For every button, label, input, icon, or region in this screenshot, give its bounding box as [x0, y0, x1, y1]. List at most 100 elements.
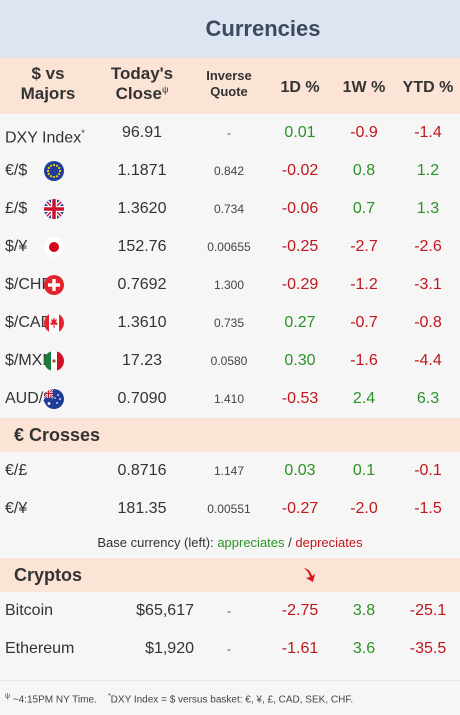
row-name: £/$ — [5, 200, 28, 217]
row-ytd: 6.3 — [416, 390, 440, 407]
row-1d: 0.01 — [284, 124, 316, 141]
row-inverse: 0.0580 — [210, 354, 248, 368]
row-1w: -0.7 — [350, 314, 378, 331]
header-majors: $ vs Majors — [20, 64, 76, 104]
red-down-arrow-icon — [304, 568, 315, 582]
row-inverse: 0.842 — [213, 164, 245, 178]
row-1w: 0.1 — [352, 462, 376, 479]
crosses-table: €/£ 0.8716 1.147 0.03 0.1 -0.1 €/¥ 181.35 0.0055… — [0, 452, 460, 528]
row-name: $/MXN — [5, 352, 54, 369]
table-row: £/$ 1.3620 0.734 -0.06 0.7 1.3 — [0, 190, 460, 228]
table-row: $/CAD 1.3610 0.735 0.27 -0.7 -0.8 — [0, 304, 460, 342]
majors-table: DXY Index* 96.91 - 0.01 -0.9 -1.4 €/$ 1.1871 0.8… — [0, 114, 460, 418]
table-row: Ethereum $1,920 - -1.61 3.6 -35.5 — [0, 630, 460, 668]
mexico-flag-icon — [44, 351, 64, 371]
row-ytd: -35.5 — [409, 640, 447, 657]
row-inverse: 0.734 — [213, 202, 245, 216]
row-1d: 0.03 — [284, 462, 316, 479]
row-inverse: 1.410 — [213, 392, 245, 406]
row-1w: 3.6 — [352, 640, 376, 657]
row-ytd: 1.2 — [416, 162, 440, 179]
row-inverse: 0.735 — [213, 316, 245, 330]
row-1w: -1.6 — [350, 352, 378, 369]
color-legend: Base currency (left): appreciates / depr… — [97, 535, 363, 550]
cryptos-table: Bitcoin $65,617 - -2.75 3.8 -25.1 Ethereum $1,9… — [0, 592, 460, 668]
table-row: DXY Index* 96.91 - 0.01 -0.9 -1.4 — [0, 114, 460, 152]
row-ytd: -0.1 — [414, 462, 442, 479]
header-close: Today's Closeψ — [110, 64, 174, 104]
table-row: AUD/$ 0.7090 1.410 -0.53 2.4 6.3 — [0, 380, 460, 418]
canada-flag-icon — [44, 313, 64, 333]
row-ytd: -0.8 — [414, 314, 442, 331]
table-row: $/CHF 0.7692 1.300 -0.29 -1.2 -3.1 — [0, 266, 460, 304]
row-close: 1.1871 — [117, 162, 167, 179]
row-name: Ethereum — [5, 640, 75, 657]
row-1d: -0.27 — [281, 500, 319, 517]
row-1w: 2.4 — [352, 390, 376, 407]
header-1w: 1W % — [342, 79, 386, 96]
table-row: Bitcoin $65,617 - -2.75 3.8 -25.1 — [0, 592, 460, 630]
row-1d: 0.30 — [284, 352, 316, 369]
row-inverse: - — [227, 642, 231, 656]
eu-flag-icon — [44, 161, 64, 181]
row-close: 152.76 — [117, 238, 167, 255]
table-row: €/¥ 181.35 0.00551 -0.27 -2.0 -1.5 — [0, 490, 460, 528]
row-ytd: -2.6 — [414, 238, 442, 255]
row-close: 96.91 — [121, 124, 163, 141]
row-close: 1.3610 — [117, 314, 167, 331]
row-close: 1.3620 — [117, 200, 167, 217]
row-name: $/¥ — [5, 238, 28, 255]
row-inverse: - — [227, 604, 231, 618]
row-1w: 0.8 — [352, 162, 376, 179]
row-close: $1,920 — [145, 640, 194, 657]
table-row: $/MXN 17.23 0.0580 0.30 -1.6 -4.4 — [0, 342, 460, 380]
row-ytd: -1.5 — [414, 500, 442, 517]
row-1d: -2.75 — [281, 602, 319, 619]
japan-flag-icon — [44, 237, 64, 257]
row-name: €/£ — [5, 462, 28, 479]
row-close: 0.8716 — [117, 462, 167, 479]
row-1w: -1.2 — [350, 276, 378, 293]
row-ytd: -4.4 — [414, 352, 442, 369]
row-ytd: -3.1 — [414, 276, 442, 293]
row-name: AUD/$ — [5, 390, 53, 407]
row-close: 17.23 — [121, 352, 163, 369]
row-inverse: 0.00551 — [207, 502, 251, 516]
row-1d: -0.02 — [281, 162, 319, 179]
row-1d: 0.27 — [284, 314, 316, 331]
legend-depreciates: depreciates — [295, 535, 363, 550]
widget-title: Currencies — [0, 0, 460, 58]
row-1w: -0.9 — [350, 124, 378, 141]
row-inverse: - — [227, 126, 231, 140]
row-close: 0.7692 — [117, 276, 167, 293]
row-name: $/CHF — [5, 276, 52, 293]
swiss-flag-icon — [44, 275, 64, 295]
row-1w: 3.8 — [352, 602, 376, 619]
header-inverse: Inverse Quote — [206, 68, 252, 99]
row-name: €/¥ — [5, 500, 28, 517]
header-1d: 1D % — [280, 79, 320, 96]
legend-appreciates: appreciates — [217, 535, 285, 550]
row-1d: -1.61 — [281, 640, 319, 657]
row-1d: -0.06 — [281, 200, 319, 217]
table-row: €/$ 1.1871 0.842 -0.02 0.8 1.2 — [0, 152, 460, 190]
footnote: ψ ~4:15PM NY Time. *DXY Index = $ versus… — [0, 680, 460, 711]
row-name: Bitcoin — [5, 602, 54, 619]
row-inverse: 0.00655 — [207, 240, 251, 254]
row-1w: -2.7 — [350, 238, 378, 255]
row-inverse: 1.300 — [213, 278, 245, 292]
row-1d: -0.25 — [281, 238, 319, 255]
crosses-section-title: € Crosses — [0, 418, 460, 452]
cryptos-section: Cryptos — [0, 558, 460, 592]
row-name: DXY Index* — [5, 128, 85, 147]
row-ytd: 1.3 — [416, 200, 440, 217]
row-close: 0.7090 — [117, 390, 167, 407]
row-ytd: -25.1 — [409, 602, 447, 619]
row-1d: -0.29 — [281, 276, 319, 293]
table-header: $ vs Majors Today's Closeψ Inverse Quote 1D… — [0, 58, 460, 114]
row-close: $65,617 — [136, 602, 194, 619]
table-row: €/£ 0.8716 1.147 0.03 0.1 -0.1 — [0, 452, 460, 490]
header-ytd: YTD % — [402, 79, 454, 96]
row-ytd: -1.4 — [414, 124, 442, 141]
